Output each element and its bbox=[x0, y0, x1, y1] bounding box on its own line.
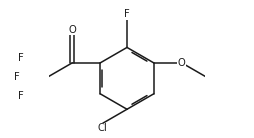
Text: Cl: Cl bbox=[98, 123, 108, 133]
Text: F: F bbox=[124, 9, 130, 19]
Text: F: F bbox=[18, 53, 24, 63]
Text: F: F bbox=[18, 91, 24, 101]
Text: O: O bbox=[178, 58, 186, 68]
Text: O: O bbox=[68, 25, 76, 35]
Text: F: F bbox=[14, 72, 20, 82]
